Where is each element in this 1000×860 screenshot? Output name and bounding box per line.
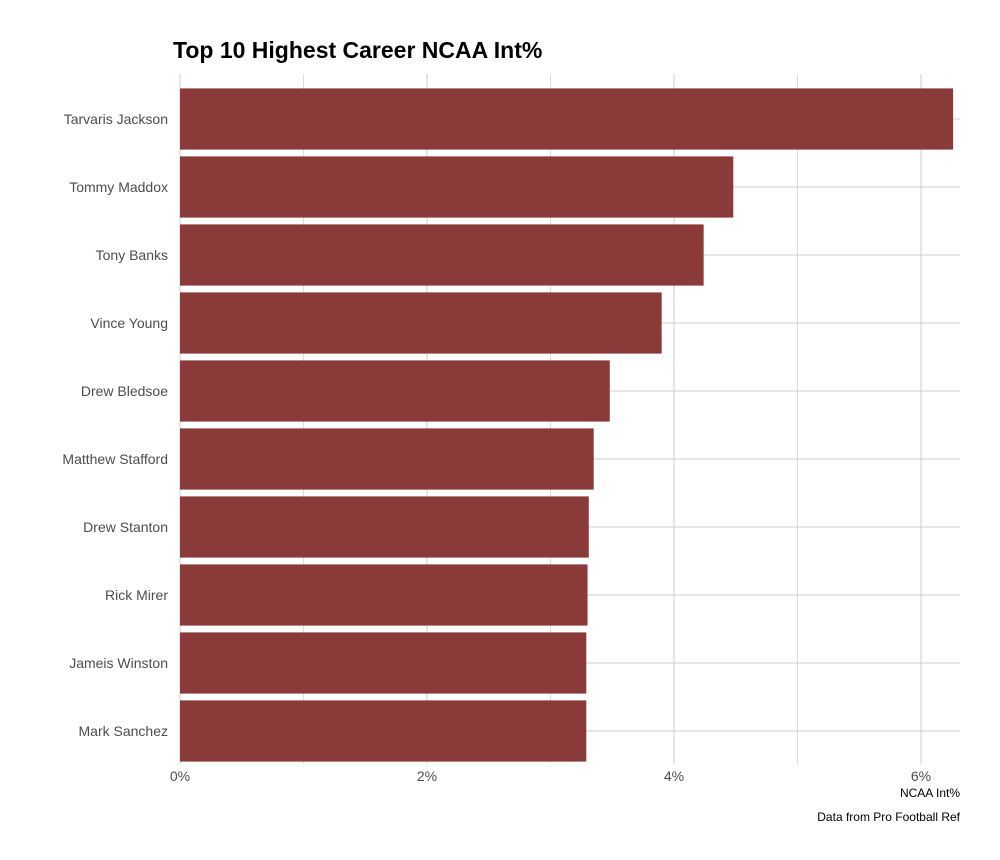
x-tick-label: 2% (417, 768, 437, 784)
bar (180, 428, 594, 490)
bar (180, 156, 734, 218)
category-label: Tommy Maddox (69, 179, 168, 195)
category-label: Vince Young (90, 315, 168, 331)
bars (180, 88, 954, 762)
x-tick-label: 4% (664, 768, 684, 784)
x-tick-labels: 0% 2% 4% 6% (170, 768, 931, 784)
bar (180, 224, 704, 286)
category-label: Mark Sanchez (79, 723, 168, 739)
x-tick-label: 6% (911, 768, 931, 784)
category-label: Drew Bledsoe (81, 383, 168, 399)
category-label: Tony Banks (96, 247, 168, 263)
chart-title: Top 10 Highest Career NCAA Int% (173, 37, 542, 63)
category-label: Rick Mirer (105, 587, 168, 603)
category-label: Matthew Stafford (62, 451, 168, 467)
bar (180, 632, 587, 694)
bar (180, 496, 589, 558)
bar (180, 700, 587, 762)
bar (180, 360, 610, 422)
category-label: Tarvaris Jackson (64, 111, 168, 127)
category-label: Drew Stanton (83, 519, 168, 535)
bar (180, 564, 588, 626)
category-label: Jameis Winston (69, 655, 168, 671)
x-axis-title: NCAA Int% (900, 786, 960, 800)
category-labels: Tarvaris Jackson Tommy Maddox Tony Banks Vi… (62, 111, 168, 739)
bar (180, 88, 954, 150)
chart-caption: Data from Pro Football Ref (817, 810, 960, 824)
bar (180, 292, 662, 354)
x-tick-label: 0% (170, 768, 190, 784)
